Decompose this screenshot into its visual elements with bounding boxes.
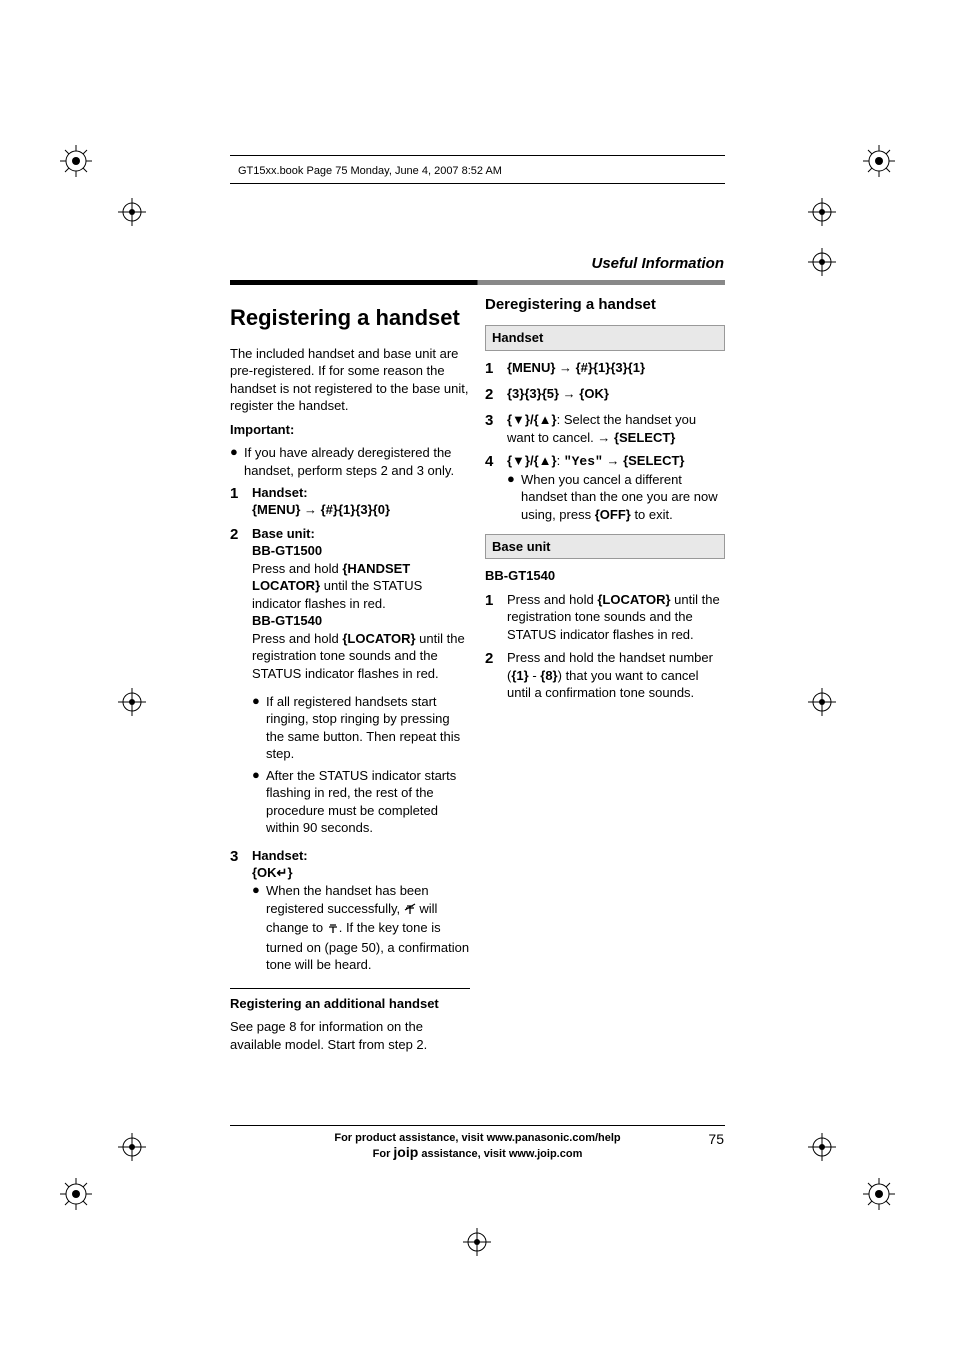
- bu-model: BB-GT1540: [485, 567, 725, 585]
- footer-l2-pre: For: [373, 1148, 394, 1160]
- regmark: [60, 1178, 92, 1210]
- crosshair-icon: [118, 198, 146, 226]
- step2-model1: BB-GT1500: [252, 543, 322, 558]
- r-s3-a: {▼}/{▲}: [507, 412, 557, 427]
- r-s1-post: {#}{1}{3}{1}: [572, 360, 645, 375]
- r-s4-bullet: ● When you cancel a different handset th…: [507, 471, 725, 524]
- step-2: 2 Base unit: BB-GT1500 Press and hold {H…: [230, 525, 470, 841]
- r-step-4: 4 {▼}/{▲}: "Yes" → {SELECT} ● When you c…: [485, 452, 725, 527]
- intro-text: The included handset and base unit are p…: [230, 345, 470, 415]
- regmark: [863, 145, 895, 177]
- crosshair-icon: [808, 1133, 836, 1161]
- crosshair-icon: [808, 198, 836, 226]
- bu1-btn: {LOCATOR}: [597, 592, 670, 607]
- step2-m2-btn: {LOCATOR}: [342, 631, 415, 646]
- step2-b2-text: After the STATUS indicator starts flashi…: [266, 767, 470, 837]
- header-stamp: GT15xx.book Page 75 Monday, June 4, 2007…: [238, 165, 502, 177]
- step3-label: Handset:: [252, 848, 308, 863]
- step1-label: Handset:: [252, 485, 308, 500]
- main-title: Registering a handset: [230, 303, 470, 333]
- step2-label: Base unit:: [252, 526, 315, 541]
- crosshair-icon: [808, 248, 836, 276]
- step2-bullet2: ● After the STATUS indicator starts flas…: [252, 767, 470, 837]
- reg-additional-text: See page 8 for information on the availa…: [230, 1018, 470, 1053]
- step-3: 3 Handset: {OK↵} ● When the handset has …: [230, 847, 470, 978]
- bu2-mid: -: [529, 668, 541, 683]
- r-s4-a: {▼}/{▲}: [507, 453, 557, 468]
- step-1: 1 Handset: {MENU} → {#}{1}{3}{0}: [230, 484, 470, 519]
- section-label: Useful Information: [591, 255, 724, 272]
- footer-l2-brand: joip: [393, 1144, 418, 1160]
- step2-m1-t1: Press and hold: [252, 561, 342, 576]
- footer: For product assistance, visit www.panaso…: [230, 1125, 725, 1160]
- step3-btn: {OK↵}: [252, 865, 293, 880]
- dereg-title: Deregistering a handset: [485, 295, 725, 315]
- antenna-crossed-icon: [404, 902, 416, 920]
- step2-m2-t1: Press and hold: [252, 631, 342, 646]
- bu-step-1: 1 Press and hold {LOCATOR} until the reg…: [485, 591, 725, 644]
- crosshair-icon: [808, 688, 836, 716]
- footer-l1-url: www.panasonic.com/help: [487, 1132, 621, 1144]
- step1-seq-post: {#}{1}{3}{0}: [317, 502, 390, 517]
- r-s3-c: {SELECT}: [610, 430, 675, 445]
- crosshair-icon: [118, 1133, 146, 1161]
- step1-seq-pre: {MENU}: [252, 502, 304, 517]
- bu-step-2: 2 Press and hold the handset number ({1}…: [485, 649, 725, 702]
- content-columns: Registering a handset The included hands…: [230, 295, 725, 1059]
- antenna-icon: [327, 921, 339, 939]
- divider: [230, 988, 470, 989]
- footer-l2-url: www.joip.com: [509, 1148, 583, 1160]
- bu2-k8: {8}: [540, 668, 557, 683]
- bu2-k1: {1}: [511, 668, 528, 683]
- section-rule: [230, 280, 725, 285]
- r-s2-post: {OK}: [576, 386, 609, 401]
- step3-bullet: ● When the handset has been registered s…: [252, 882, 470, 974]
- r-s4-d: {SELECT}: [619, 453, 684, 468]
- left-column: Registering a handset The included hands…: [230, 295, 470, 1059]
- r-step-2: 2 {3}{3}{5} → {OK}: [485, 385, 725, 405]
- regmark: [60, 145, 92, 177]
- step2-b1-text: If all registered handsets start ringing…: [266, 693, 470, 763]
- right-column: Deregistering a handset Handset 1 {MENU}…: [485, 295, 725, 1059]
- r-s4-yes: "Yes": [564, 454, 603, 469]
- important-bullet-text: If you have already deregistered the han…: [244, 444, 470, 479]
- regmark: [863, 1178, 895, 1210]
- footer-l1-pre: For product assistance, visit: [334, 1132, 486, 1144]
- r-step-1: 1 {MENU} → {#}{1}{3}{1}: [485, 359, 725, 379]
- r-step-3: 3 {▼}/{▲}: Select the handset you want t…: [485, 411, 725, 446]
- bu1-a: Press and hold: [507, 592, 597, 607]
- header-rule: [230, 155, 725, 156]
- crosshair-icon: [463, 1228, 491, 1256]
- handset-box: Handset: [485, 325, 725, 351]
- reg-additional-title: Registering an additional handset: [230, 995, 470, 1013]
- crosshair-icon: [118, 688, 146, 716]
- important-bullet: ● If you have already deregistered the h…: [230, 444, 470, 479]
- page-number: 75: [708, 1131, 724, 1147]
- r-s4-bul-b: to exit.: [631, 507, 673, 522]
- r-s1-pre: {MENU}: [507, 360, 559, 375]
- footer-l2-mid: assistance, visit: [418, 1148, 509, 1160]
- header-rule-bottom: [230, 183, 725, 184]
- step2-model2: BB-GT1540: [252, 613, 322, 628]
- baseunit-box: Base unit: [485, 534, 725, 560]
- step2-bullet1: ● If all registered handsets start ringi…: [252, 693, 470, 763]
- r-s4-b: :: [557, 453, 564, 468]
- r-s4-bul-btn: {OFF}: [595, 507, 631, 522]
- r-s2-pre: {3}{3}{5}: [507, 386, 563, 401]
- important-label: Important:: [230, 421, 470, 439]
